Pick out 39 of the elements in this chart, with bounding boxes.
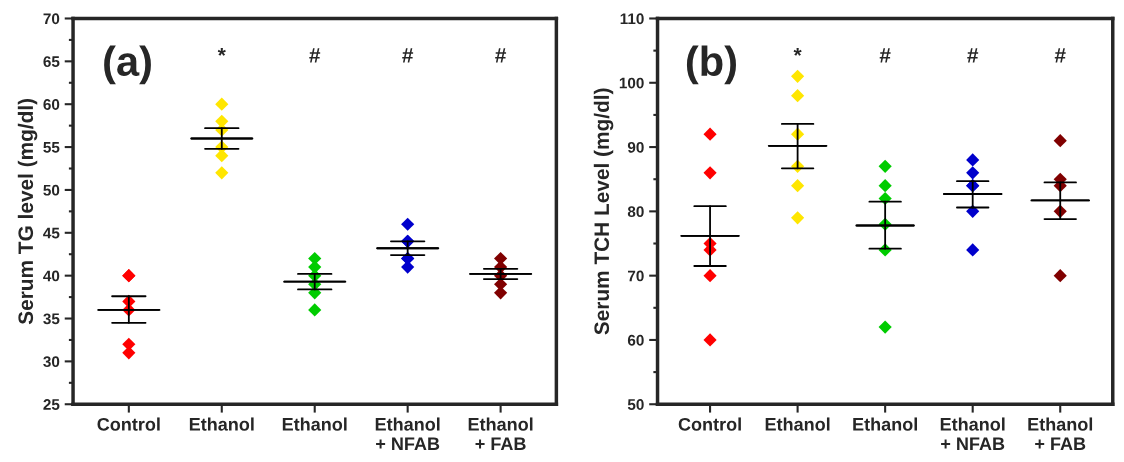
annotation: # bbox=[402, 48, 414, 63]
annotation: # bbox=[879, 48, 891, 63]
annotation: # bbox=[309, 48, 321, 63]
annotation: * bbox=[793, 48, 802, 56]
y-tick-label: 30 bbox=[43, 356, 60, 368]
annotation: (a) bbox=[104, 45, 151, 85]
annotation: # bbox=[1054, 48, 1066, 63]
x-tick-label: Ethanol + FAB bbox=[1028, 417, 1093, 450]
y-tick-label: 45 bbox=[43, 227, 60, 239]
x-tick-label: Ethanol + FAB bbox=[468, 417, 533, 450]
x-tick-label: Ethanol bbox=[282, 417, 347, 431]
y-tick-label: 100 bbox=[619, 77, 644, 89]
annotation: (b) bbox=[686, 45, 736, 85]
annotation: # bbox=[967, 48, 979, 63]
y-tick-label: 50 bbox=[627, 399, 644, 410]
x-tick-label: Ethanol bbox=[765, 417, 830, 431]
y-tick-label: 25 bbox=[43, 399, 60, 410]
x-tick-label: Control bbox=[678, 417, 741, 431]
y-axis-title: Serum TCH Level (mg/dl) bbox=[593, 88, 614, 335]
x-tick-label: Ethanol + NFAB bbox=[940, 417, 1005, 450]
y-tick-label: 60 bbox=[627, 334, 644, 346]
y-tick-label: 55 bbox=[43, 142, 60, 153]
y-tick-label: 90 bbox=[627, 141, 644, 153]
x-tick-label: Control bbox=[97, 417, 160, 431]
x-tick-label: Ethanol bbox=[853, 417, 917, 431]
y-tick-label: 110 bbox=[620, 13, 644, 25]
y-tick-label: 70 bbox=[43, 13, 60, 25]
y-tick-label: 65 bbox=[43, 56, 60, 68]
y-tick-label: 35 bbox=[43, 313, 60, 325]
y-tick-label: 50 bbox=[43, 184, 60, 196]
x-tick-label: Ethanol + NFAB bbox=[375, 417, 440, 450]
y-tick-label: 40 bbox=[43, 270, 60, 282]
annotation: # bbox=[495, 48, 507, 63]
y-tick-label: 60 bbox=[43, 99, 60, 110]
y-tick-label: 70 bbox=[628, 270, 644, 282]
annotation: * bbox=[217, 48, 226, 56]
y-tick-label: 80 bbox=[627, 206, 644, 218]
x-tick-label: Ethanol bbox=[189, 417, 254, 431]
y-axis-title: Serum TG level (mg/dl) bbox=[17, 98, 38, 325]
